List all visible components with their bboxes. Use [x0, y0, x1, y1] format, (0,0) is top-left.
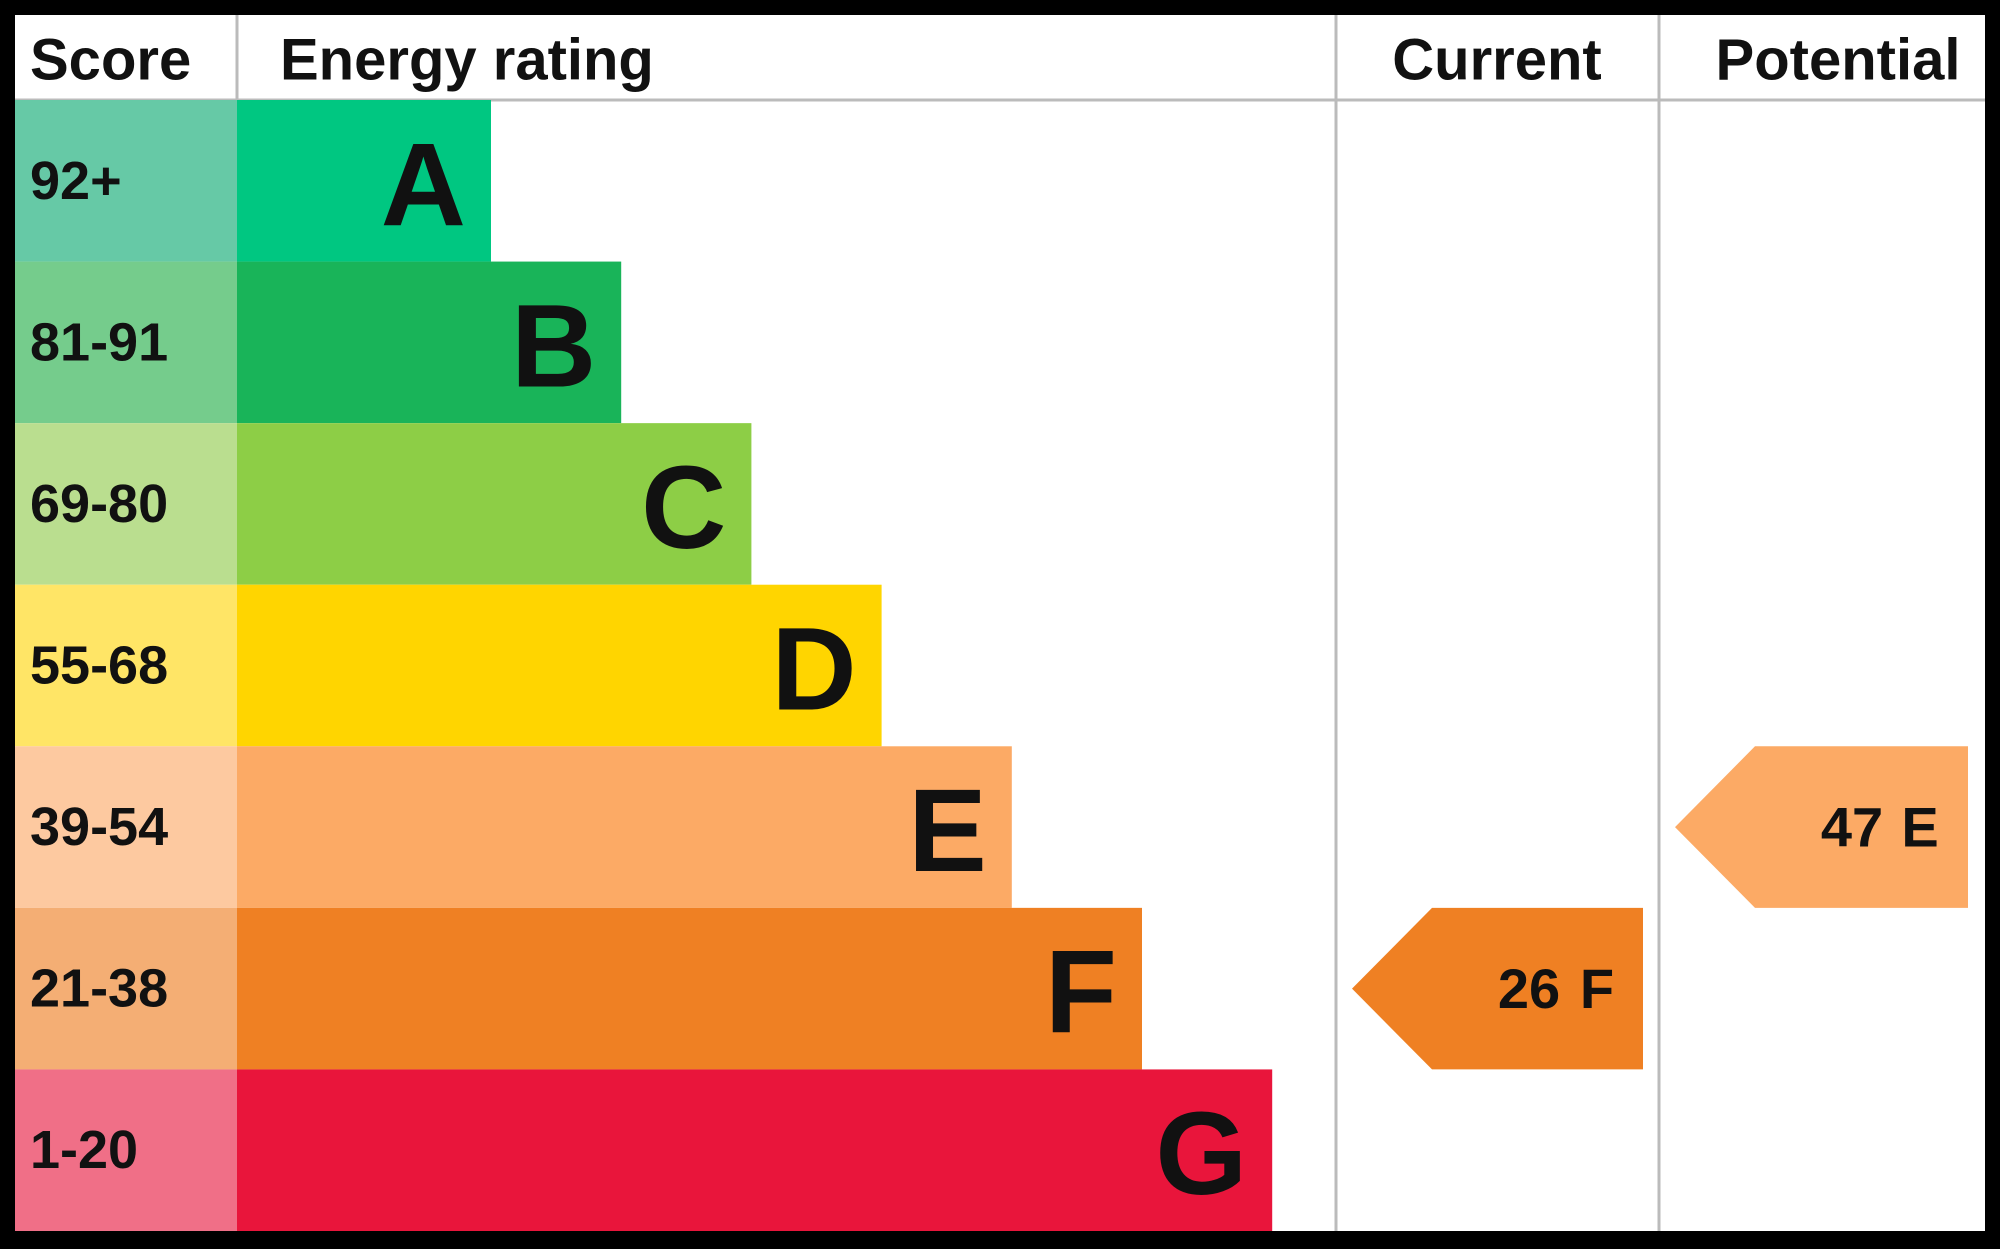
score-cell [15, 584, 237, 747]
potential-letter: E [1901, 796, 1938, 859]
rating-bar [237, 1069, 1273, 1231]
rating-bar [237, 907, 1142, 1070]
header-score: Score [30, 28, 191, 93]
rating-bar [237, 100, 491, 262]
score-cell [15, 423, 237, 585]
rating-bar [237, 746, 1012, 908]
rating-letter: E [908, 765, 987, 897]
current-arrow [1352, 907, 1643, 1070]
potential-value: 47 [1821, 796, 1883, 859]
rating-letter: C [641, 442, 726, 574]
header-current: Current [1392, 28, 1601, 93]
rating-letter: D [771, 604, 856, 736]
score-label: 55-68 [30, 636, 168, 696]
score-label: 1-20 [30, 1120, 138, 1180]
rating-bar [237, 423, 752, 585]
score-label: 39-54 [30, 797, 168, 857]
score-label: 81-91 [30, 312, 168, 372]
score-label: 69-80 [30, 474, 168, 534]
current-value: 26 [1498, 957, 1560, 1020]
rating-letter: B [511, 280, 596, 412]
score-cell [15, 1069, 237, 1231]
header-potential: Potential [1716, 28, 1961, 93]
score-label: 92+ [30, 151, 122, 211]
rating-bar [237, 584, 882, 747]
score-cell [15, 907, 237, 1070]
current-letter: F [1580, 957, 1614, 1020]
score-cell [15, 746, 237, 908]
header-energy: Energy rating [280, 28, 654, 93]
score-label: 21-38 [30, 959, 168, 1019]
potential-arrow [1675, 746, 1968, 908]
rating-letter: G [1155, 1088, 1247, 1220]
score-cell [15, 100, 237, 262]
score-cell [15, 261, 237, 424]
rating-letter: A [381, 119, 466, 251]
rating-bar [237, 261, 622, 424]
rating-letter: F [1045, 927, 1117, 1059]
